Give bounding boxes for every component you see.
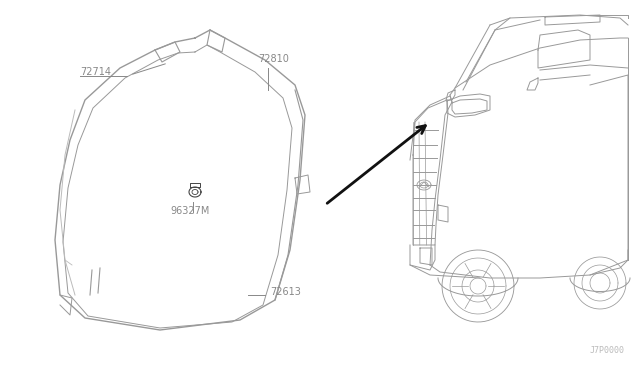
- Text: 72613: 72613: [270, 287, 301, 297]
- Text: 72714: 72714: [80, 67, 111, 77]
- Text: J7P0000: J7P0000: [590, 346, 625, 355]
- Text: 72810: 72810: [258, 54, 289, 64]
- Text: 96327M: 96327M: [170, 206, 209, 216]
